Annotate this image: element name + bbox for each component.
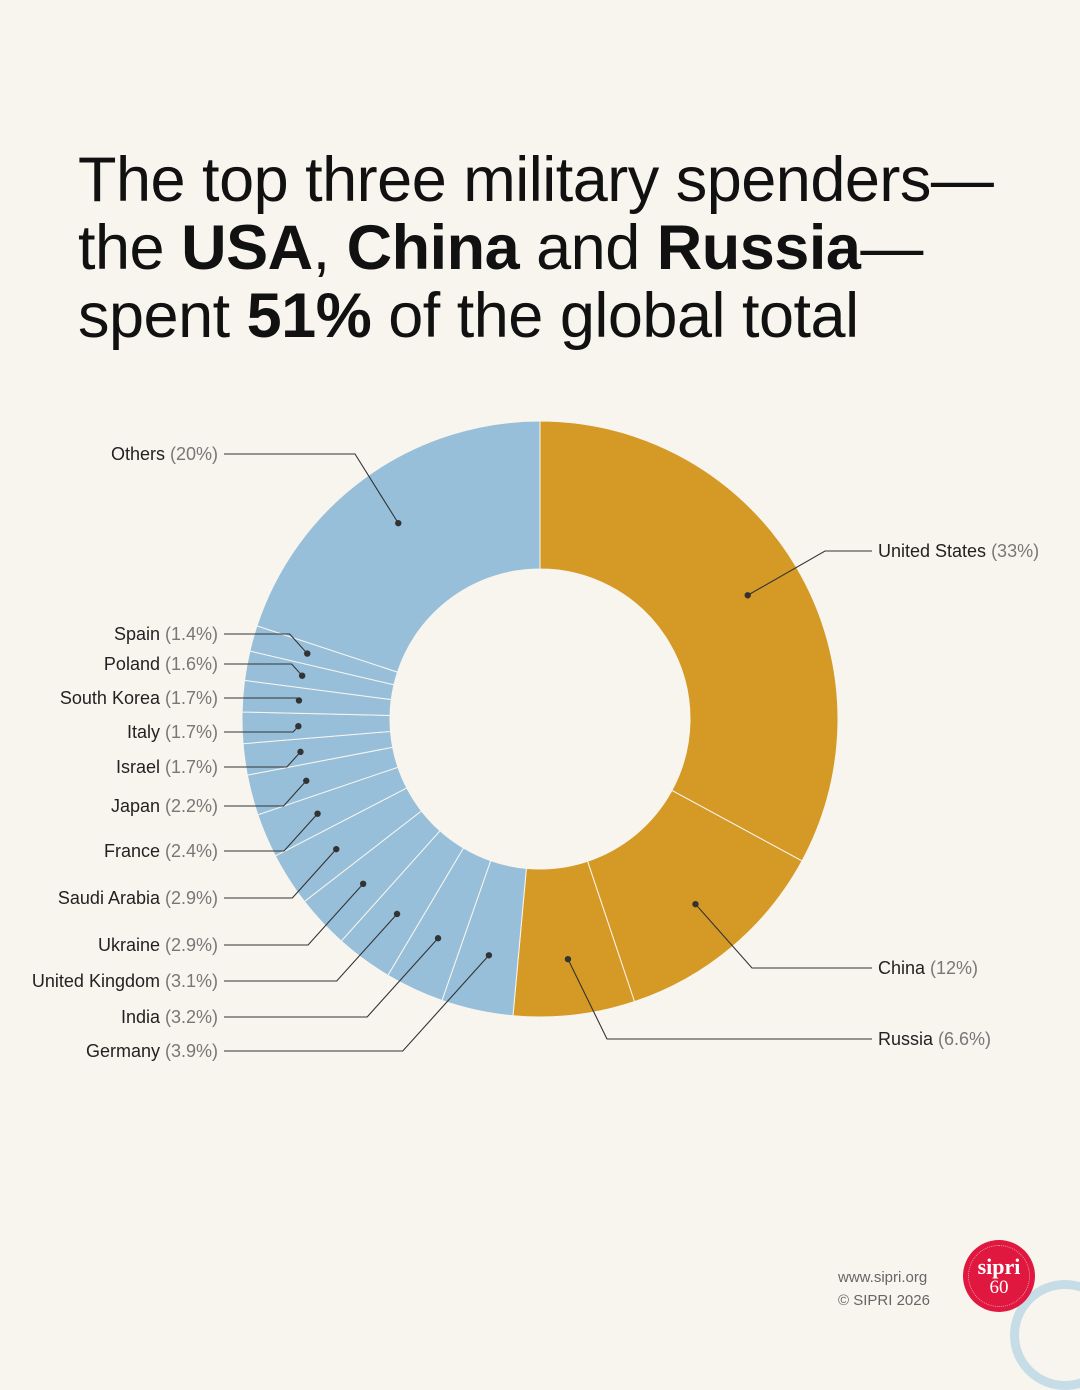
title-text: , [312, 213, 347, 283]
label-japan: Japan (2.2%) [111, 796, 218, 816]
label-name: United States [878, 541, 991, 561]
label-south-korea: South Korea (1.7%) [60, 688, 218, 708]
label-name: Italy [127, 722, 165, 742]
label-name: India [121, 1007, 165, 1027]
title-text: of the global total [371, 281, 859, 351]
label-name: Poland [104, 654, 165, 674]
label-name: South Korea [60, 688, 165, 708]
slice-others [256, 420, 541, 673]
label-name: Ukraine [98, 935, 165, 955]
label-india: India (3.2%) [121, 1007, 218, 1027]
label-poland: Poland (1.6%) [104, 654, 218, 674]
label-percent: (12%) [930, 958, 978, 978]
label-others: Others (20%) [111, 444, 218, 464]
leader-line-israel [224, 751, 301, 768]
label-name: Spain [114, 624, 165, 644]
label-percent: (2.9%) [165, 888, 218, 908]
label-percent: (1.7%) [165, 688, 218, 708]
chart-title: The top three military spenders— the USA… [78, 146, 1058, 350]
leader-lines [224, 453, 872, 1052]
logo-name: sipri [977, 1254, 1021, 1279]
footer: www.sipri.org © SIPRI 2026 [838, 1266, 930, 1312]
leader-line-russia [567, 958, 872, 1040]
label-name: Others [111, 444, 170, 464]
label-italy: Italy (1.7%) [127, 722, 218, 742]
leader-line-south-korea [224, 697, 300, 701]
title-text: — [860, 213, 923, 283]
label-name: China [878, 958, 930, 978]
slice-labels: United States (33%) China (12%) Russia (6.… [32, 444, 1039, 1061]
label-name: Saudi Arabia [58, 888, 165, 908]
label-percent: (6.6%) [938, 1029, 991, 1049]
label-percent: (20%) [170, 444, 218, 464]
leader-line-china [695, 903, 872, 969]
label-percent: (1.4%) [165, 624, 218, 644]
label-spain: Spain (1.4%) [114, 624, 218, 644]
label-france: France (2.4%) [104, 841, 218, 861]
title-text: the [78, 213, 182, 283]
title-highlight-share: 51% [246, 281, 372, 351]
title-text: and [519, 213, 657, 283]
label-ukraine: Ukraine (2.9%) [98, 935, 218, 955]
title-line-1: The top three military spenders— [78, 145, 994, 215]
leader-line-france [224, 813, 318, 852]
title-text: spent [78, 281, 247, 351]
leader-line-united-states [747, 550, 872, 596]
leader-line-india [224, 937, 439, 1018]
footer-copyright: © SIPRI 2026 [838, 1292, 930, 1309]
label-percent: (1.7%) [165, 722, 218, 742]
title-highlight-china: China [346, 213, 520, 283]
label-name: United Kingdom [32, 971, 165, 991]
label-russia: Russia (6.6%) [878, 1029, 991, 1049]
label-percent: (1.7%) [165, 757, 218, 777]
label-united-states: United States (33%) [878, 541, 1039, 561]
label-percent: (2.9%) [165, 935, 218, 955]
sipri-logo: sipri 60 [963, 1240, 1035, 1312]
label-percent: (3.1%) [165, 971, 218, 991]
slice-united-states [539, 420, 839, 862]
label-percent: (3.9%) [165, 1041, 218, 1061]
leader-line-ukraine [224, 883, 364, 946]
label-name: Japan [111, 796, 165, 816]
label-name: Germany [86, 1041, 165, 1061]
label-united-kingdom: United Kingdom (3.1%) [32, 971, 218, 991]
leader-line-germany [224, 954, 490, 1052]
leader-line-poland [224, 663, 303, 677]
leader-line-united-kingdom [224, 913, 398, 982]
donut-chart: United States (33%) China (12%) Russia (6.… [32, 420, 1039, 1061]
label-germany: Germany (3.9%) [86, 1041, 218, 1061]
label-percent: (2.2%) [165, 796, 218, 816]
title-highlight-usa: USA [181, 213, 313, 283]
label-china: China (12%) [878, 958, 978, 978]
title-highlight-russia: Russia [656, 213, 861, 283]
leader-line-others [224, 453, 399, 524]
label-name: Israel [116, 757, 165, 777]
footer-url[interactable]: www.sipri.org [838, 1269, 928, 1286]
label-percent: (3.2%) [165, 1007, 218, 1027]
logo-ring [968, 1245, 1030, 1307]
leader-line-saudi-arabia [224, 848, 337, 899]
leader-line-spain [224, 633, 308, 654]
logo-years: 60 [989, 1277, 1009, 1298]
leader-line-japan [224, 780, 307, 807]
label-name: France [104, 841, 165, 861]
label-percent: (2.4%) [165, 841, 218, 861]
label-percent: (33%) [991, 541, 1039, 561]
slices [241, 420, 839, 1018]
label-saudi-arabia: Saudi Arabia (2.9%) [58, 888, 218, 908]
leader-line-italy [224, 725, 299, 733]
label-name: Russia [878, 1029, 938, 1049]
label-percent: (1.6%) [165, 654, 218, 674]
label-israel: Israel (1.7%) [116, 757, 218, 777]
